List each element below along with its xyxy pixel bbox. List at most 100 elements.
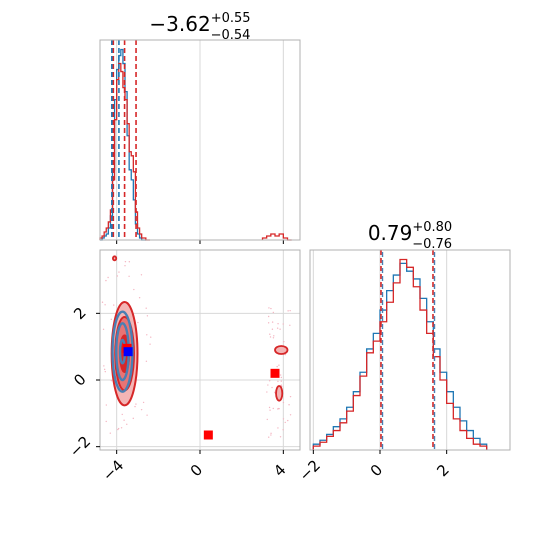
p2-scatter-dot <box>278 364 280 366</box>
p2-scatter-dot <box>102 328 105 330</box>
p2-scatter-dot <box>289 324 291 326</box>
p2-scatter-dot <box>116 275 119 277</box>
p2-scatter-dot <box>280 384 283 386</box>
p2-scatter-dot <box>266 418 268 421</box>
p3-xtick-label-0: −2 <box>296 456 324 484</box>
p2-scatter-dot <box>128 275 130 277</box>
p2-scatter-dot <box>283 341 285 343</box>
p2-scatter-dot <box>267 384 269 386</box>
p2-scatter-dot <box>123 419 125 421</box>
p2-scatter-dot <box>272 337 275 339</box>
p2-contour-extra-1 <box>275 385 284 402</box>
p2-scatter-dot <box>289 414 292 416</box>
p3-frame <box>309 249 511 451</box>
p1-frame <box>99 39 301 241</box>
p2-scatter-dot <box>110 318 112 321</box>
p3-ticks: −2 0 2 <box>296 450 453 485</box>
p3-title: 0.79+0.80 −0.76 <box>368 220 452 252</box>
p2-scatter-dot <box>105 404 108 406</box>
p2-scatter-dot <box>133 288 135 291</box>
p2-scatter-dot <box>135 403 137 405</box>
p2-scatter-dot <box>140 274 143 276</box>
p2-scatter-dot <box>284 421 286 424</box>
p2-scatter-dot <box>277 322 279 325</box>
p2-scatter-dot <box>113 304 115 306</box>
p2-scatter-dot <box>282 418 285 420</box>
p2-scatter-dot <box>110 379 113 382</box>
p2-scatter-dot <box>279 328 281 330</box>
p2-scatter-dot <box>282 323 284 325</box>
p2-scatter-dot <box>120 427 123 429</box>
p2-scatter-dot <box>279 374 282 376</box>
p2-scatter-dot <box>126 423 128 426</box>
p1-hist-red-tail-2 <box>261 233 292 241</box>
p2-contours <box>101 255 292 440</box>
p2-ytick-label-2: 2 <box>70 304 89 323</box>
p2-ytick-label-1: 0 <box>70 370 89 389</box>
p2-scatter-dot <box>268 406 271 409</box>
p2-scatter-dot <box>117 428 119 431</box>
p2-scatter-dot <box>107 276 109 279</box>
p3-hist-blue-0 <box>312 262 488 450</box>
p2-scatter-dot <box>101 301 104 303</box>
p2-contour-extra-0 <box>274 345 289 355</box>
p2-scatter-dot <box>140 408 143 411</box>
panel-joint: −4 0 4 −2 0 2 <box>66 249 301 485</box>
p3-title-base: 0.79 <box>368 221 413 245</box>
p2-scatter-dot <box>150 336 152 338</box>
p2-scatter-dot <box>117 427 120 430</box>
p2-scatter-dot <box>274 391 276 394</box>
panel-marginal-y: −2 0 2 0.79+0.80 −0.76 <box>296 220 511 485</box>
p2-scatter-dot <box>118 271 120 273</box>
p2-scatter-dot <box>268 436 270 438</box>
p2-ticks: −4 0 4 −2 0 2 <box>66 304 290 485</box>
p2-scatter-dot <box>288 404 290 406</box>
p1-title-sub: −0.54 <box>211 28 251 43</box>
p2-scatter-dot <box>270 307 272 310</box>
p2-scatter-dot <box>268 307 270 309</box>
p2-scatter-dot <box>271 386 273 389</box>
p2-scatter-dot <box>145 360 148 362</box>
p2-scatter-dot <box>270 432 272 435</box>
p2-marker-1 <box>270 368 280 378</box>
p2-scatter-dot <box>266 391 268 393</box>
p1-title-sup: +0.55 <box>211 11 251 26</box>
p2-scatter-dot <box>146 315 149 317</box>
p2-scatter-dot <box>289 309 291 312</box>
p2-scatter-dot <box>124 265 126 267</box>
p2-scatter-dot <box>280 376 283 379</box>
p1-grid <box>116 40 284 240</box>
p3-xtick-label-1: 0 <box>367 461 386 480</box>
p2-scatter-dot <box>267 322 270 324</box>
p1-title-base: −3.62 <box>149 12 210 36</box>
p2-scatter-dot <box>269 333 271 335</box>
p2-scatter-dot <box>284 353 287 356</box>
p2-scatter-dot <box>109 432 112 434</box>
p2-scatter-dot <box>146 334 148 336</box>
p1-histogram <box>99 40 292 244</box>
p2-scatter-dot <box>270 434 272 436</box>
p2-scatter-dot <box>272 311 275 314</box>
p2-scatter-dot <box>289 395 292 398</box>
p2-contour-extra-2 <box>112 255 118 262</box>
p2-scatter-dot <box>268 380 271 382</box>
panel-marginal-x: −3.62+0.55 −0.54 <box>99 11 301 244</box>
p2-scatter-dot <box>271 328 274 330</box>
p2-scatter-dot <box>137 321 139 324</box>
p2-scatter-dot <box>103 365 105 367</box>
p2-scatter-dot <box>121 413 123 416</box>
p2-scatter-dot <box>280 380 283 382</box>
p2-scatter-dot <box>287 310 289 312</box>
p2-scatter-dot <box>276 327 279 329</box>
p2-scatter-dot <box>282 401 285 404</box>
p3-title-sup: +0.80 <box>412 220 452 235</box>
p2-xtick-label-0: −4 <box>99 456 127 484</box>
p2-scatter-dot <box>271 321 274 323</box>
p2-scatter-dot <box>138 297 141 299</box>
p2-scatter-dot <box>149 343 151 345</box>
p2-scatter-dot <box>277 380 279 383</box>
p3-hist-red-1 <box>312 258 488 450</box>
p2-scatter-dot <box>277 407 280 410</box>
p2-scatter-dot <box>132 417 134 420</box>
